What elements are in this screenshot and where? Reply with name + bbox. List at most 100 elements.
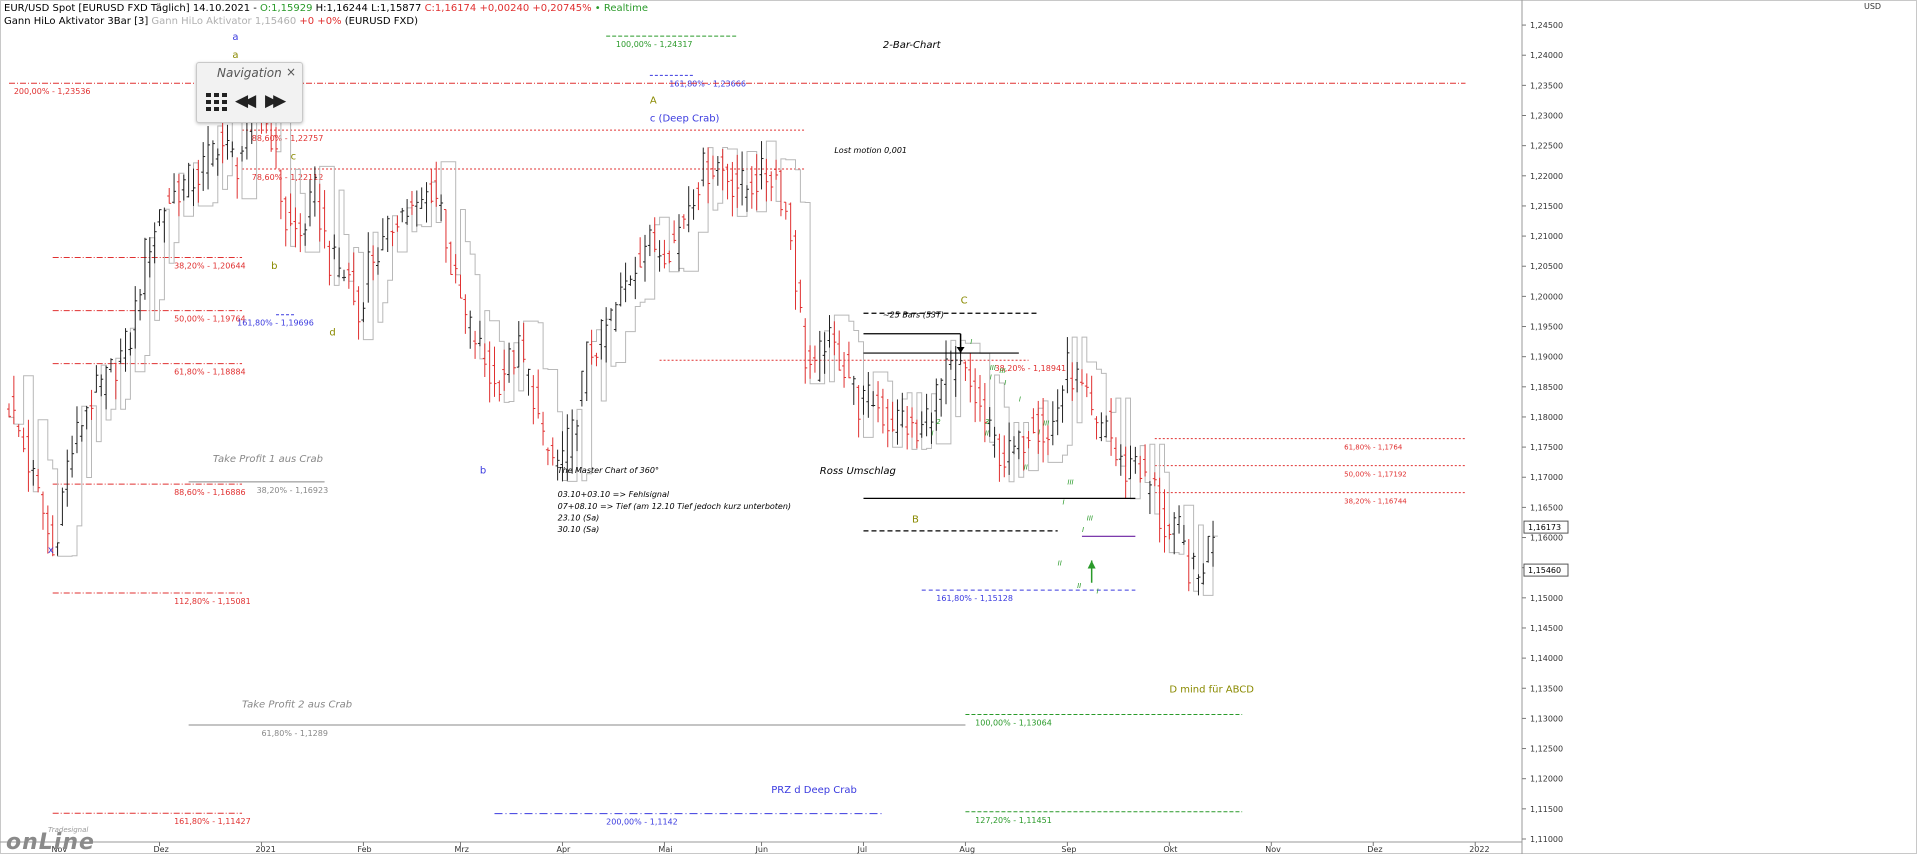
ohlc-bar <box>953 346 958 397</box>
ohlc-bar <box>817 330 822 382</box>
wave-label: III <box>999 367 1005 375</box>
ohlc-bar <box>434 161 439 207</box>
ohlc-bar <box>526 368 531 396</box>
ohlc-bar <box>113 362 118 400</box>
ohlc-bar <box>545 447 550 466</box>
wave-label: I <box>1019 395 1021 403</box>
y-tick-label: 1,13000 <box>1530 714 1563 723</box>
ohlc-bar <box>371 245 376 281</box>
ohlc-bar <box>429 168 434 204</box>
ohlc-bar <box>196 159 201 203</box>
y-tick-label: 1,16500 <box>1530 503 1563 512</box>
ohlc-bar <box>1147 481 1152 515</box>
indicator-symbol: (EURUSD FXD) <box>344 16 418 27</box>
ohlc-bar <box>1079 369 1084 386</box>
ohlc-bar <box>973 368 978 423</box>
y-tick-label: 1,17000 <box>1530 473 1563 482</box>
ohlc-bar <box>793 230 798 310</box>
level-label: 78,60% - 1,22112 <box>252 173 324 182</box>
ohlc-bar <box>1075 362 1080 393</box>
ohlc-bar <box>846 341 851 379</box>
ohlc-bar <box>332 234 337 260</box>
instrument-title: EUR/USD Spot [EURUSD FXD Täglich] 14.10.… <box>4 3 261 14</box>
ohlc-bar <box>123 328 128 372</box>
ohlc-bar <box>910 407 915 438</box>
ohlc-bar <box>1123 446 1128 499</box>
wave-label: 2 <box>936 418 941 426</box>
y-tick-label: 1,11500 <box>1530 805 1563 814</box>
ohlc-bar <box>118 338 123 364</box>
ohlc-bar <box>477 320 482 347</box>
y-tick-label: 1,24500 <box>1530 21 1563 30</box>
ohlc-bar <box>191 168 196 206</box>
rewind-icon[interactable]: ◀◀ <box>235 91 256 111</box>
ohlc-bar <box>623 262 628 303</box>
wave-label: I <box>1097 588 1099 596</box>
wave-label: II <box>1024 463 1028 471</box>
ohlc-bar <box>987 407 992 437</box>
ohlc-bar <box>89 389 94 420</box>
y-tick-label: 1,12000 <box>1530 775 1563 784</box>
navigation-panel[interactable]: Navigation × ◀◀ ▶▶ <box>196 62 303 123</box>
ohlc-bar <box>147 237 152 278</box>
y-tick-label: 1,21500 <box>1530 202 1563 211</box>
ohlc-bar <box>1206 535 1211 563</box>
annotation: D mind für ABCD <box>1169 684 1254 695</box>
annotation: Take Profit 1 aus Crab <box>213 454 323 465</box>
structure-lines <box>863 312 1136 537</box>
ohlc-bar <box>900 392 905 428</box>
ohlc-bar <box>948 350 953 370</box>
ohlc-bar <box>876 381 881 423</box>
x-tick-label: Aug <box>959 845 975 854</box>
close-icon[interactable]: × <box>285 65 296 79</box>
y-tick-label: 1,22000 <box>1530 172 1563 181</box>
y-tick-label: 1,19500 <box>1530 323 1563 332</box>
level-label: 50,00% - 1,19764 <box>174 315 246 324</box>
fast-forward-icon[interactable]: ▶▶ <box>265 91 286 111</box>
ohlc-bar <box>7 403 11 418</box>
ohlc-bar <box>215 148 220 176</box>
low-value: L:1,15877 <box>371 3 422 14</box>
ohlc-bar <box>880 388 885 434</box>
grid-icon[interactable] <box>206 93 228 111</box>
ohlc-bar <box>385 215 390 253</box>
ohlc-bar <box>871 391 876 407</box>
ohlc-bar <box>1143 444 1148 477</box>
level-label: 127,20% - 1,11451 <box>975 816 1052 825</box>
ohlc-bar <box>521 322 526 363</box>
y-tick-label: 1,18500 <box>1530 383 1563 392</box>
ohlc-bar <box>905 405 910 450</box>
x-tick-label: Apr <box>556 845 571 854</box>
ohlc-bar <box>230 141 235 158</box>
ohlc-bar <box>633 256 638 300</box>
y-tick-label: 1,22500 <box>1530 142 1563 151</box>
wave-label: I <box>1063 498 1065 506</box>
x-tick-label: 2022 <box>1469 845 1489 854</box>
ohlc-bar <box>1007 422 1012 475</box>
ohlc-bar <box>274 127 279 169</box>
ohlc-bar <box>390 230 395 247</box>
ohlc-bar <box>939 378 944 417</box>
ohlc-bar <box>575 419 580 452</box>
ohlc-bar <box>803 318 808 384</box>
ohlc-bar <box>516 321 521 368</box>
arrow-head <box>1087 560 1096 569</box>
wave-label: III <box>1043 419 1049 427</box>
logo-small-text: Tradesignal <box>48 826 89 834</box>
x-tick-label: Jun <box>755 845 769 854</box>
level-label: 200,00% - 1,1142 <box>606 818 678 827</box>
annotation: B <box>912 514 919 525</box>
annotation: PRZ d Deep Crab <box>771 785 857 796</box>
annotation: d <box>329 328 335 339</box>
ohlc-bar <box>866 372 871 418</box>
ohlc-bar <box>662 239 667 269</box>
ohlc-bar <box>482 343 487 378</box>
ohlc-bar <box>1138 455 1143 483</box>
y-tick-label: 1,13500 <box>1530 684 1563 693</box>
level-label: 100,00% - 1,24317 <box>616 40 693 49</box>
ohlc-bar <box>570 409 575 474</box>
